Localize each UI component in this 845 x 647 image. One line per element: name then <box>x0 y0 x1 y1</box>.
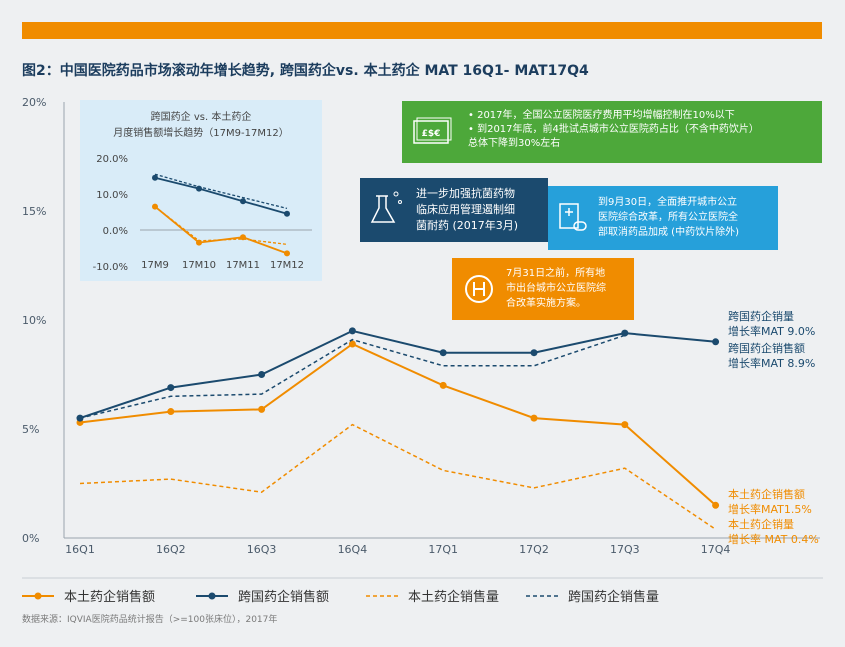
data-point <box>621 421 629 429</box>
y-tick-label: 0% <box>22 532 39 545</box>
x-tick-label: 16Q2 <box>156 543 186 556</box>
inset-chart: -10.0% 0.0% 10.0% 20.0% 17M9 17M10 17M11 17M12 <box>93 154 312 273</box>
data-point <box>258 405 266 413</box>
chart-title: 图2：中国医院药品市场滚动年增长趋势, 跨国药企vs. 本土药企 MAT 16Q… <box>22 63 589 79</box>
y-tick-label: 10% <box>22 314 46 327</box>
inset-y-tick-label: 10.0% <box>96 190 128 201</box>
annotation-green-line3: 总体下降到30%左右 <box>468 138 561 149</box>
data-point <box>348 340 356 348</box>
flask-icon <box>370 191 402 223</box>
end-label-local-value: 本土药企销售额 <box>728 487 805 501</box>
end-label-mnc-value: 跨国药企销售额 <box>728 341 805 355</box>
inset-series-line <box>154 173 288 210</box>
annotation-orange: 7月31日之前，所有地 市出台城市公立医院综 合改革实施方案。 <box>452 258 634 320</box>
inset-x-tick-label: 17M10 <box>182 260 216 271</box>
annotation-blue-line2: 医院综合改革，所有公立医院全 <box>598 212 738 223</box>
annotation-blue-line3: 部取消药品加成 (中药饮片除外) <box>598 227 739 238</box>
series-line <box>79 342 717 507</box>
inset-data-point <box>240 198 246 205</box>
x-tick-label: 17Q1 <box>428 543 458 556</box>
inset-y-tick-label: 20.0% <box>96 154 128 165</box>
header-accent-bar <box>22 22 822 39</box>
data-point <box>167 408 175 416</box>
annotation-green: £$€ • 2017年，全国公立医院医疗费用平均增幅控制在10%以下 • 到20… <box>402 101 822 163</box>
y-tick-label: 20% <box>22 96 46 109</box>
x-tick-label: 17Q2 <box>519 543 549 556</box>
legend-marker <box>208 592 216 600</box>
annotation-navy-line2: 临床应用管理遏制细 <box>416 203 515 216</box>
x-tick-label: 16Q3 <box>247 543 277 556</box>
annotation-orange-line2: 市出台城市公立医院综 <box>506 283 606 294</box>
data-point <box>530 414 538 422</box>
data-point <box>712 338 720 346</box>
inset-series-line <box>154 206 288 246</box>
x-tick-label: 17Q3 <box>610 543 640 556</box>
y-tick-label: 5% <box>22 423 39 436</box>
inset-x-tick-label: 17M11 <box>226 260 260 271</box>
end-label-local-volume: 本土药企销量 <box>728 517 794 531</box>
inset-data-point <box>284 210 290 217</box>
data-point <box>439 349 447 357</box>
data-point <box>258 371 266 378</box>
x-tick-label: 16Q4 <box>338 543 368 556</box>
inset-data-point <box>284 250 290 257</box>
series-line <box>79 423 717 530</box>
legend-label: 跨国药企销售量 <box>568 589 659 605</box>
annotation-orange-line3: 合改革实施方案。 <box>506 298 586 309</box>
data-point <box>167 384 175 392</box>
series-line <box>79 334 626 419</box>
source-note: 数据来源：IQVIA医院药品统计报告（>=100张床位），2017年 <box>22 615 278 625</box>
y-tick-label: 15% <box>22 205 46 218</box>
inset-x-tick-label: 17M9 <box>141 260 169 271</box>
inset-x-tick-label: 17M12 <box>270 260 304 271</box>
money-icon: £$€ <box>413 117 452 144</box>
inset-panel: 跨国药企 vs. 本土药企 月度销售额增长趋势（17M9-17M12） -10.… <box>80 100 322 281</box>
data-point <box>621 329 629 337</box>
end-label-local-value: 增长率MAT1.5% <box>728 502 812 516</box>
annotation-orange-line1: 7月31日之前，所有地 <box>506 268 606 279</box>
legend-label: 本土药企销售额 <box>64 589 155 605</box>
legend-label: 跨国药企销售额 <box>238 589 329 605</box>
svg-text:£$€: £$€ <box>422 129 441 139</box>
inset-title-line1: 跨国药企 vs. 本土药企 <box>150 112 252 123</box>
end-label-mnc-volume: 跨国药企销量 <box>728 309 794 323</box>
annotation-green-line2: • 到2017年底，前4批试点城市公立医院药占比（不含中药饮片） <box>468 124 759 135</box>
inset-title-line2: 月度销售额增长趋势（17M9-17M12） <box>113 128 289 139</box>
end-label-mnc-value: 增长率MAT 8.9% <box>728 356 815 370</box>
inset-y-tick-label: -10.0% <box>93 262 128 273</box>
series-line <box>79 329 716 420</box>
h-icon <box>465 275 493 303</box>
data-point <box>712 501 720 509</box>
annotation-blue: 到9月30日，全面推开城市公立 医院综合改革，所有公立医院全 部取消药品加成 (… <box>548 186 778 250</box>
data-point <box>439 381 447 389</box>
annotation-navy-line1: 进一步加强抗菌药物 <box>416 187 515 200</box>
end-label-local-volume: 增长率 MAT 0.4% <box>728 532 819 546</box>
legend-label: 本土药企销售量 <box>408 589 499 605</box>
annotation-blue-line1: 到9月30日，全面推开城市公立 <box>598 197 738 208</box>
end-label-mnc-volume: 增长率MAT 9.0% <box>728 324 815 338</box>
annotation-navy-line3: 菌耐药 (2017年3月) <box>416 219 519 232</box>
inset-y-tick-label: 0.0% <box>103 226 128 237</box>
annotation-navy: 进一步加强抗菌药物 临床应用管理遏制细 菌耐药 (2017年3月) <box>360 178 548 242</box>
inset-series-line <box>154 176 288 215</box>
x-tick-label: 16Q1 <box>65 543 95 556</box>
hospital-icon <box>559 203 587 231</box>
legend-marker <box>34 592 42 600</box>
inset-data-point <box>152 174 158 181</box>
data-point <box>530 349 538 357</box>
annotation-green-line1: • 2017年，全国公立医院医疗费用平均增幅控制在10%以下 <box>468 110 735 121</box>
x-tick-label: 17Q4 <box>701 543 731 556</box>
data-point <box>348 327 356 335</box>
